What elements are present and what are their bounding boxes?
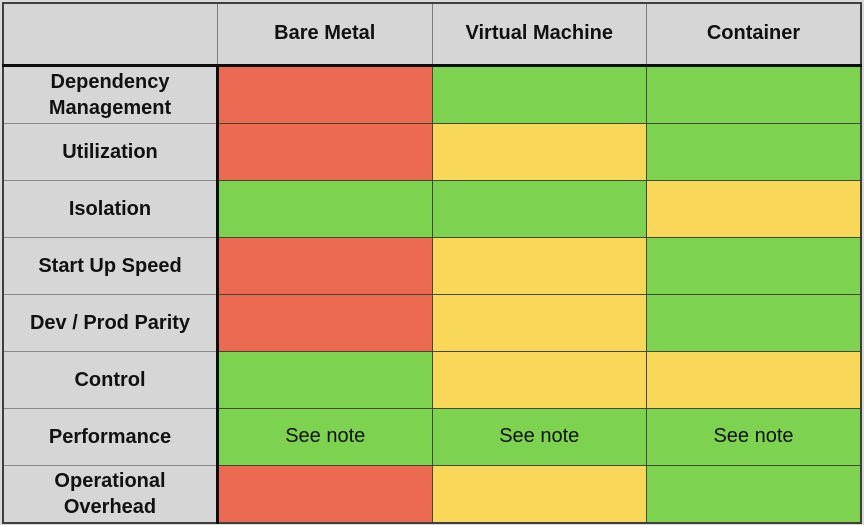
status-cell-warn	[431, 464, 647, 523]
header-row: Bare Metal Virtual Machine Container	[2, 2, 862, 67]
status-cell-good: See note	[646, 407, 862, 466]
table-row: Dev / Prod Parity	[2, 293, 862, 352]
status-cell-good	[646, 236, 862, 295]
status-cell-good	[431, 64, 647, 124]
row-label: Start Up Speed	[2, 236, 219, 295]
status-cell-good	[646, 122, 862, 181]
table-row: Performance See note See note See note	[2, 407, 862, 466]
status-cell-bad	[217, 293, 433, 352]
status-cell-good: See note	[431, 407, 647, 466]
column-header-container: Container	[646, 2, 862, 67]
status-cell-good	[431, 179, 647, 238]
status-cell-good	[646, 293, 862, 352]
status-cell-warn	[646, 350, 862, 409]
row-label: Dev / Prod Parity	[2, 293, 219, 352]
row-label: Isolation	[2, 179, 219, 238]
table-row: Operational Overhead	[2, 464, 862, 523]
status-cell-good: See note	[217, 407, 433, 466]
status-cell-good	[217, 179, 433, 238]
status-cell-warn	[431, 350, 647, 409]
status-cell-warn	[431, 293, 647, 352]
row-label: Performance	[2, 407, 219, 466]
status-cell-bad	[217, 64, 433, 124]
row-label: Operational Overhead	[2, 464, 219, 523]
table-row: Utilization	[2, 122, 862, 181]
table-body: Dependency Management Utilization Isolatio…	[2, 64, 862, 523]
status-cell-good	[646, 64, 862, 124]
status-cell-bad	[217, 236, 433, 295]
table-row: Dependency Management	[2, 64, 862, 124]
table-row: Isolation	[2, 179, 862, 238]
status-cell-bad	[217, 122, 433, 181]
row-label: Dependency Management	[2, 64, 219, 124]
table-row: Start Up Speed	[2, 236, 862, 295]
status-cell-warn	[431, 122, 647, 181]
column-header-virtual-machine: Virtual Machine	[431, 2, 647, 67]
status-cell-warn	[431, 236, 647, 295]
row-label: Utilization	[2, 122, 219, 181]
status-cell-warn	[646, 179, 862, 238]
status-cell-bad	[217, 464, 433, 523]
table-row: Control	[2, 350, 862, 409]
status-cell-good	[646, 464, 862, 523]
status-cell-good	[217, 350, 433, 409]
corner-cell	[2, 2, 218, 67]
column-header-bare-metal: Bare Metal	[217, 2, 433, 67]
table-header: Bare Metal Virtual Machine Container	[2, 2, 862, 67]
row-label: Control	[2, 350, 219, 409]
